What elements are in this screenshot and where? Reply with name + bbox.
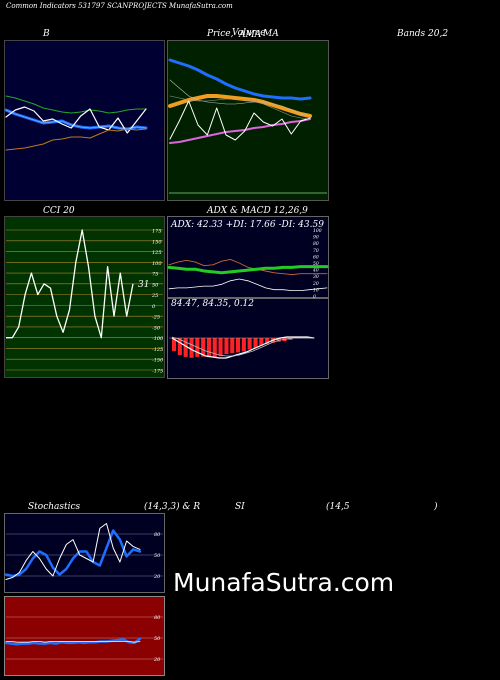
- adx-tick-label: 30: [313, 274, 319, 280]
- price-volume-line-1: [168, 94, 312, 118]
- stoch-label-b: (14,3,3) & R: [144, 502, 201, 512]
- bollinger-line-mid-outline: [5, 109, 147, 130]
- cci-tick-label: 50: [152, 282, 159, 288]
- stoch-tick-label: 20: [153, 574, 161, 580]
- cci-tick-label: 75: [152, 272, 158, 278]
- adx-tick-label: 10: [313, 287, 319, 293]
- macd-bar: [177, 338, 182, 355]
- cci-tick-label: 150: [152, 239, 162, 245]
- macd-bar: [201, 338, 206, 357]
- macd-bar: [276, 338, 281, 342]
- cci-tick-label: -25: [152, 315, 160, 321]
- adx-tick-label: 80: [313, 241, 319, 247]
- rsi-tick-label: 80: [154, 615, 161, 621]
- cci-tick-label: 25: [151, 293, 158, 299]
- cci-tick-label: 0: [152, 304, 156, 310]
- cci-line: [6, 229, 134, 339]
- bollinger-line-0: [5, 95, 147, 114]
- stoch-tick-label: 50: [154, 553, 161, 559]
- ma-label: MA: [263, 29, 279, 39]
- rsi-signal-line: [5, 641, 141, 643]
- price-volume-ma-b: [169, 95, 311, 120]
- adx-tick-label: 100: [313, 228, 322, 234]
- cci-tick-label: -125: [152, 347, 163, 353]
- bollinger-line-3: [5, 128, 147, 151]
- rsi-tick-label: 50: [154, 636, 161, 642]
- adx-tick-label: 60: [313, 254, 319, 260]
- rsi-line: [4, 637, 142, 646]
- stoch-label-c: SI: [235, 502, 245, 512]
- cci-last-value: 31: [138, 280, 149, 290]
- volume-label: Volume: [232, 28, 266, 38]
- rsi-panel: [4, 596, 165, 676]
- macd-bar: [265, 338, 270, 345]
- adx-tick-label: 70: [313, 248, 319, 254]
- adx-line-1: [168, 258, 328, 276]
- adx-tick-label: 50: [313, 261, 319, 267]
- macd-bar: [224, 338, 229, 354]
- macd-bar: [247, 338, 252, 350]
- price-volume-line-0: [168, 58, 312, 101]
- stoch-label-e: ): [434, 502, 438, 512]
- stoch-label-d: (14,5: [326, 502, 350, 512]
- bollinger-line-2: [5, 106, 147, 134]
- cci-tick-label: -150: [152, 358, 164, 364]
- macd-values: 84.47, 84.35, 0.12: [171, 299, 255, 309]
- macd-line: [171, 336, 315, 359]
- macd-bar: [206, 338, 211, 358]
- macd-bar: [236, 338, 241, 353]
- adx-line-0: [168, 278, 328, 292]
- cci-tick-label: -100: [152, 336, 164, 342]
- price-label: Price,: [207, 29, 234, 39]
- adx-values: ADX: 42.33 +DI: 17.66 -DI: 43.59: [171, 220, 324, 230]
- page-header: Common Indicators 531797 SCANPROJECTS Mu…: [6, 2, 233, 10]
- rsi-tick-label: 20: [153, 657, 161, 663]
- stochastics-panel: [4, 513, 165, 593]
- adx-tick-label: 0: [313, 294, 316, 300]
- ama-label: AMA: [239, 30, 262, 40]
- stoch-d-line: [5, 523, 141, 580]
- macd-bar: [253, 338, 258, 348]
- macd-bar: [218, 338, 223, 357]
- cci-tick-label: 100: [152, 261, 162, 267]
- adx-macd-title: ADX & MACD 12,26,9: [207, 206, 308, 216]
- stoch-k-line: [4, 529, 142, 578]
- macd-bar: [212, 338, 217, 358]
- macd-bar: [241, 338, 246, 352]
- macd-bar: [189, 338, 194, 358]
- macd-signal-line: [171, 336, 314, 357]
- adx-line-2: [167, 265, 329, 275]
- macd-bar: [259, 338, 264, 346]
- bollinger-label: B: [43, 29, 50, 39]
- cci-tick-label: 125: [152, 250, 162, 256]
- adx-panel: [167, 216, 329, 298]
- macd-bar: [288, 338, 293, 340]
- cci-tick-label: 175: [152, 229, 162, 235]
- bands-label: Bands 20,2: [397, 29, 449, 39]
- watermark: MunafaSutra.com: [173, 568, 395, 597]
- adx-tick-label: 20: [312, 281, 319, 287]
- macd-bar: [183, 338, 188, 357]
- cci-tick-label: -175: [152, 369, 163, 375]
- stoch-tick-label: 80: [154, 532, 161, 538]
- price-volume-ma-a: [169, 79, 311, 117]
- cci-label: CCI 20: [43, 206, 75, 216]
- adx-tick-label: 40: [312, 268, 319, 274]
- stoch-label-a: Stochastics: [28, 502, 81, 512]
- price-volume-line-3: [169, 100, 311, 141]
- macd-bar: [230, 338, 235, 353]
- macd-bar: [172, 338, 177, 352]
- cci-tick-label: -50: [152, 325, 161, 331]
- adx-tick-label: 90: [313, 235, 319, 241]
- price-volume-line-2: [169, 118, 311, 144]
